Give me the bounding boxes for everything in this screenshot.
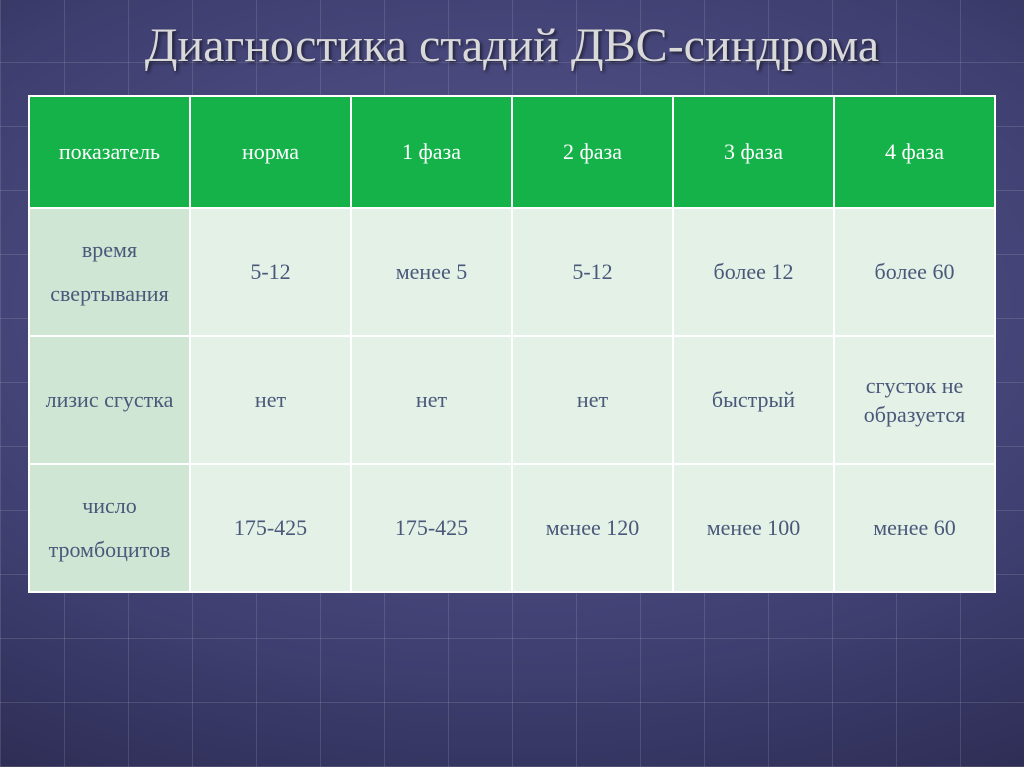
diagnostics-table: показатель норма 1 фаза 2 фаза 3 фаза 4 … [28, 95, 996, 593]
table-cell: менее 60 [834, 464, 995, 592]
table-cell: 175-425 [351, 464, 512, 592]
table-cell: 5-12 [512, 208, 673, 336]
col-header: 2 фаза [512, 96, 673, 208]
col-header: норма [190, 96, 351, 208]
col-header: показатель [29, 96, 190, 208]
row-label: число тромбоцитов [29, 464, 190, 592]
table-cell: более 12 [673, 208, 834, 336]
table-row: число тромбоцитов 175-425 175-425 менее … [29, 464, 995, 592]
slide-title: Диагностика стадий ДВС-синдрома [28, 18, 996, 73]
table-cell: менее 100 [673, 464, 834, 592]
col-header: 1 фаза [351, 96, 512, 208]
row-label: лизис сгустка [29, 336, 190, 464]
table-row: время свертывания 5-12 менее 5 5-12 боле… [29, 208, 995, 336]
table-cell: менее 120 [512, 464, 673, 592]
table-row: лизис сгустка нет нет нет быстрый сгусто… [29, 336, 995, 464]
col-header: 4 фаза [834, 96, 995, 208]
row-label: время свертывания [29, 208, 190, 336]
table-cell: 175-425 [190, 464, 351, 592]
table-cell: 5-12 [190, 208, 351, 336]
table-cell: нет [512, 336, 673, 464]
col-header: 3 фаза [673, 96, 834, 208]
table-cell: быстрый [673, 336, 834, 464]
table-cell: нет [351, 336, 512, 464]
table-cell: более 60 [834, 208, 995, 336]
table-cell: нет [190, 336, 351, 464]
slide: Диагностика стадий ДВС-синдрома показате… [0, 0, 1024, 767]
table-cell: сгусток не образуется [834, 336, 995, 464]
table-cell: менее 5 [351, 208, 512, 336]
table-header-row: показатель норма 1 фаза 2 фаза 3 фаза 4 … [29, 96, 995, 208]
